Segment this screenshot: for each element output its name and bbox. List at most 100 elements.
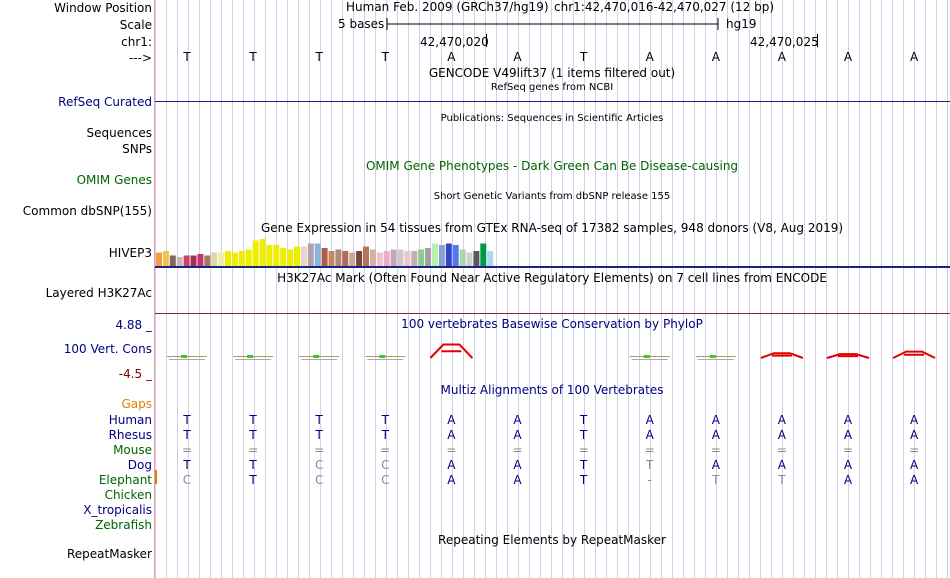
gtex-tissue-bar[interactable] [259, 239, 266, 266]
gtex-tissue-bar[interactable] [197, 254, 204, 266]
gtex-tissue-bar[interactable] [162, 251, 169, 266]
gtex-tissue-bar[interactable] [321, 248, 328, 266]
alignment-base-dog: T [249, 458, 257, 472]
phylop-track-title[interactable]: 100 vertebrates Basewise Conservation by… [401, 317, 703, 331]
gencode-track-title[interactable]: GENCODE V49lift37 (1 items filtered out) [428, 66, 676, 80]
gtex-tissue-bar[interactable] [245, 249, 252, 267]
gtex-tissue-bar[interactable] [466, 252, 473, 267]
gtex-tissue-bar[interactable] [280, 248, 287, 266]
alignment-base-dog: A [909, 458, 919, 472]
alignment-base-mouse: = [248, 443, 259, 457]
label-hivep3[interactable]: HIVEP3 [108, 246, 152, 260]
gtex-tissue-bar[interactable] [335, 249, 342, 267]
gtex-tissue-bar[interactable] [349, 252, 356, 267]
gtex-tissue-bar[interactable] [445, 243, 452, 267]
gtex-tissue-bar[interactable] [369, 249, 376, 267]
omim-track-title[interactable]: OMIM Gene Phenotypes - Dark Green Can Be… [365, 159, 739, 173]
gtex-tissue-bar[interactable] [190, 255, 197, 267]
gtex-tissue-bar[interactable] [314, 243, 321, 267]
gtex-tissue-bar[interactable] [438, 245, 445, 266]
gtex-tissue-bar[interactable] [459, 249, 466, 267]
gtex-tissue-bar[interactable] [156, 252, 162, 267]
gtex-tissue-bar[interactable] [452, 245, 459, 266]
repeatmasker-track-title[interactable]: Repeating Elements by RepeatMasker [438, 533, 666, 547]
label-chr: chr1: [121, 35, 152, 49]
label-common-dbsnp[interactable]: Common dbSNP(155) [22, 204, 152, 218]
gtex-tissue-bar[interactable] [204, 255, 211, 267]
label-omim-genes[interactable]: OMIM Genes [76, 173, 152, 187]
gtex-tissue-bar[interactable] [480, 243, 487, 267]
alignment-base-dog: A [711, 458, 720, 472]
gtex-tissue-bar[interactable] [363, 246, 369, 267]
gtex-tissue-bar[interactable] [169, 255, 176, 267]
gtex-tissue-bar[interactable] [425, 248, 432, 266]
multiz-track-title[interactable]: Multiz Alignments of 100 Vertebrates [440, 383, 664, 397]
gtex-tissue-bar[interactable] [418, 249, 425, 267]
gtex-tissue-bar[interactable] [231, 252, 238, 267]
gtex-tissue-bar[interactable] [342, 251, 349, 266]
coordinate-tick-mark-1 [486, 34, 487, 47]
gtex-tissue-bar[interactable] [356, 251, 363, 266]
gtex-tissue-bar[interactable] [404, 251, 411, 266]
gtex-tissue-bar[interactable] [390, 249, 397, 267]
gtex-tissue-bar[interactable] [397, 249, 404, 267]
gtex-tissue-bar[interactable] [218, 252, 225, 267]
gtex-tissue-bar[interactable] [266, 245, 273, 266]
alignment-base-elephant: A [909, 473, 919, 487]
label-refseq-curated[interactable]: RefSeq Curated [58, 95, 152, 109]
label-species-dog: Dog [127, 458, 152, 472]
alignment-base-rhesus: T [579, 428, 588, 442]
gtex-tissue-bar[interactable] [287, 249, 294, 267]
gtex-track-title[interactable]: Gene Expression in 54 tissues from GTEx … [260, 221, 844, 235]
gtex-tissue-bar[interactable] [183, 255, 190, 267]
gtex-tissue-bar[interactable] [383, 251, 390, 266]
label-repeatmasker[interactable]: RepeatMasker [66, 547, 152, 561]
alignment-base-human: A [777, 413, 786, 427]
alignment-base-elephant: A [843, 473, 853, 487]
gtex-tissue-bar[interactable] [294, 246, 300, 267]
phylop-conservation-plot[interactable] [155, 330, 950, 380]
refseq-track-title[interactable]: RefSeq genes from NCBI [490, 82, 614, 93]
gtex-tissue-bar[interactable] [252, 240, 259, 267]
gtex-tissue-bar[interactable] [273, 245, 280, 266]
alignment-base-rhesus: T [249, 428, 257, 442]
alignment-base-human: A [843, 413, 853, 427]
alignment-base-rhesus: T [315, 428, 323, 442]
gtex-tissue-bar[interactable] [300, 246, 307, 267]
label-cons-max: 4.88 _ [115, 318, 152, 332]
gtex-tissue-bar[interactable] [432, 243, 438, 267]
gtex-tissue-bar[interactable] [411, 251, 418, 266]
gtex-tissue-bar[interactable] [238, 251, 245, 266]
phylop-score-mark [429, 343, 474, 359]
alignment-base-rhesus: A [909, 428, 919, 442]
phylop-score-mark [695, 355, 736, 360]
dbsnp-track-title[interactable]: Short Genetic Variants from dbSNP releas… [433, 191, 671, 202]
gtex-tissue-bar[interactable] [307, 243, 314, 267]
label-species-chicken: Chicken [104, 488, 152, 502]
gtex-tissue-bar[interactable] [487, 251, 494, 266]
gtex-tissue-bar[interactable] [328, 251, 335, 266]
alignment-base-elephant: - [647, 473, 652, 487]
gtex-tissue-bar[interactable] [376, 252, 383, 267]
gtex-expression-bars[interactable] [155, 232, 950, 266]
label-100-vert-cons[interactable]: 100 Vert. Cons [63, 342, 152, 356]
alignment-base-human: T [183, 413, 191, 427]
h3k27ac-track-title[interactable]: H3K27Ac Mark (Often Found Near Active Re… [277, 271, 827, 285]
label-layered-h3k27ac[interactable]: Layered H3K27Ac [45, 286, 152, 300]
alignment-base-elephant: C [314, 473, 324, 487]
alignment-base-elephant: C [381, 473, 390, 487]
sequence-base: T [579, 50, 588, 64]
label-gaps: Gaps [121, 397, 152, 411]
label-snps[interactable]: SNPs [122, 142, 152, 156]
scale-db: hg19 [726, 17, 757, 31]
gtex-tissue-bar[interactable] [211, 252, 218, 267]
gtex-tissue-bar[interactable] [473, 251, 480, 266]
publications-track-title[interactable]: Publications: Sequences in Scientific Ar… [440, 113, 664, 124]
alignment-base-elephant: A [513, 473, 522, 487]
phylop-score-mark [892, 350, 936, 359]
label-sequences[interactable]: Sequences [86, 126, 152, 140]
alignment-base-human: A [711, 413, 720, 427]
gtex-tissue-bar[interactable] [176, 257, 183, 266]
gtex-tissue-bar[interactable] [225, 251, 231, 266]
alignment-base-elephant: A [447, 473, 456, 487]
